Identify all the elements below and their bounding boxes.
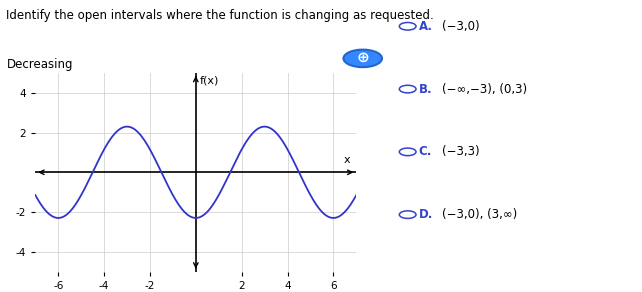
Text: (−3,0), (3,∞): (−3,0), (3,∞): [442, 208, 517, 221]
Text: (−3,3): (−3,3): [442, 145, 480, 158]
Text: A.: A.: [419, 20, 433, 33]
Text: C.: C.: [419, 145, 432, 158]
Text: x: x: [344, 155, 351, 165]
Text: (−3,0): (−3,0): [442, 20, 480, 33]
Text: D.: D.: [419, 208, 433, 221]
Text: Identify the open intervals where the function is changing as requested.: Identify the open intervals where the fu…: [6, 9, 434, 22]
Text: (−∞,−3), (0,3): (−∞,−3), (0,3): [442, 83, 527, 95]
Text: ⊕: ⊕: [356, 50, 369, 65]
Text: f(x): f(x): [199, 76, 219, 86]
Text: B.: B.: [419, 83, 432, 95]
Text: Decreasing: Decreasing: [6, 58, 73, 72]
